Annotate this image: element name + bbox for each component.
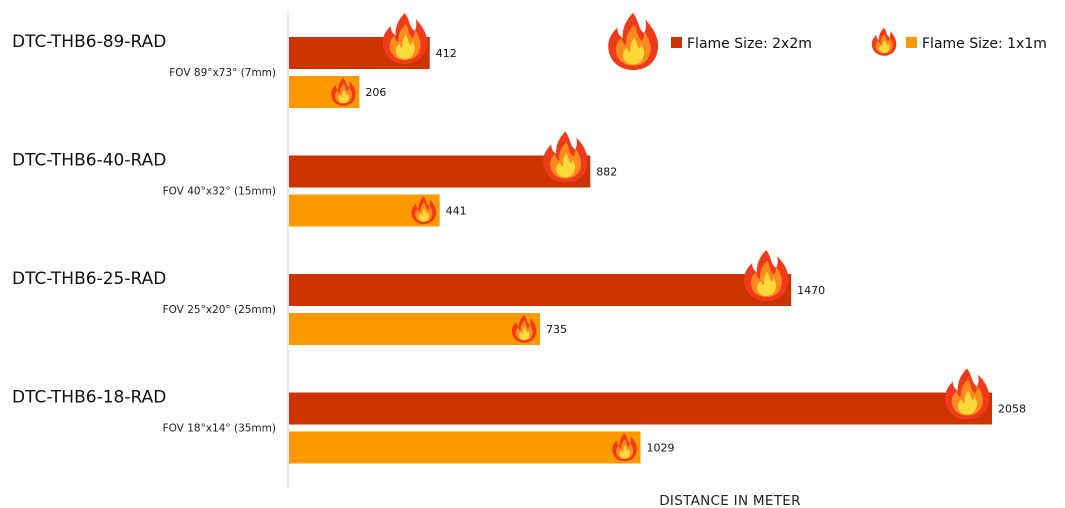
category-label: DTC-THB6-40-RAD <box>12 151 166 171</box>
bar-group: DTC-THB6-40-RAD FOV 40°x32° (15mm) 882 441 <box>12 131 617 227</box>
legend-swatch <box>906 37 917 48</box>
category-fov-label: FOV 89°x73° (7mm) <box>169 67 276 79</box>
legend-label: Flame Size: 2x2m <box>687 36 812 52</box>
bar-flame-1x1m <box>289 431 641 464</box>
category-fov-label: FOV 18°x14° (35mm) <box>163 423 276 435</box>
bar-value-label: 1029 <box>647 442 675 455</box>
bar-value-label: 882 <box>596 166 617 179</box>
bar-group: DTC-THB6-18-RAD FOV 18°x14° (35mm) 2058 102… <box>12 368 1026 464</box>
x-axis-label: DISTANCE IN METER <box>659 493 801 508</box>
bar-group: DTC-THB6-25-RAD FOV 25°x20° (25mm) 1470 735 <box>12 250 825 345</box>
legend-label: Flame Size: 1x1m <box>922 36 1047 52</box>
flame-icon <box>382 13 428 64</box>
category-fov-label: FOV 40°x32° (15mm) <box>163 186 276 198</box>
bar-group: DTC-THB6-89-RAD FOV 89°x73° (7mm) 412 206 <box>12 13 457 108</box>
legend: Flame Size: 2x2m Flame Size: 1x1m <box>608 12 1047 70</box>
bar-flame-2x2m <box>289 155 591 188</box>
category-label: DTC-THB6-89-RAD <box>12 32 166 52</box>
bar-value-label: 2058 <box>998 403 1026 416</box>
bar-value-label: 735 <box>546 323 567 336</box>
flame-icon <box>543 131 588 183</box>
bar-value-label: 441 <box>446 205 467 218</box>
bar-flame-2x2m <box>289 274 792 306</box>
legend-swatch <box>671 37 682 48</box>
category-label: DTC-THB6-18-RAD <box>12 388 166 408</box>
flame-icon <box>608 12 659 70</box>
bar-value-label: 206 <box>365 86 386 99</box>
bar-value-label: 412 <box>436 47 457 60</box>
bar-value-label: 1470 <box>797 284 825 297</box>
flame-icon <box>744 250 789 301</box>
flame-icon <box>944 368 990 420</box>
bar-flame-1x1m <box>289 313 541 345</box>
flame-icon <box>871 27 897 56</box>
bar-flame-2x2m <box>289 392 992 425</box>
category-fov-label: FOV 25°x20° (25mm) <box>163 304 276 316</box>
category-label: DTC-THB6-25-RAD <box>12 269 166 289</box>
